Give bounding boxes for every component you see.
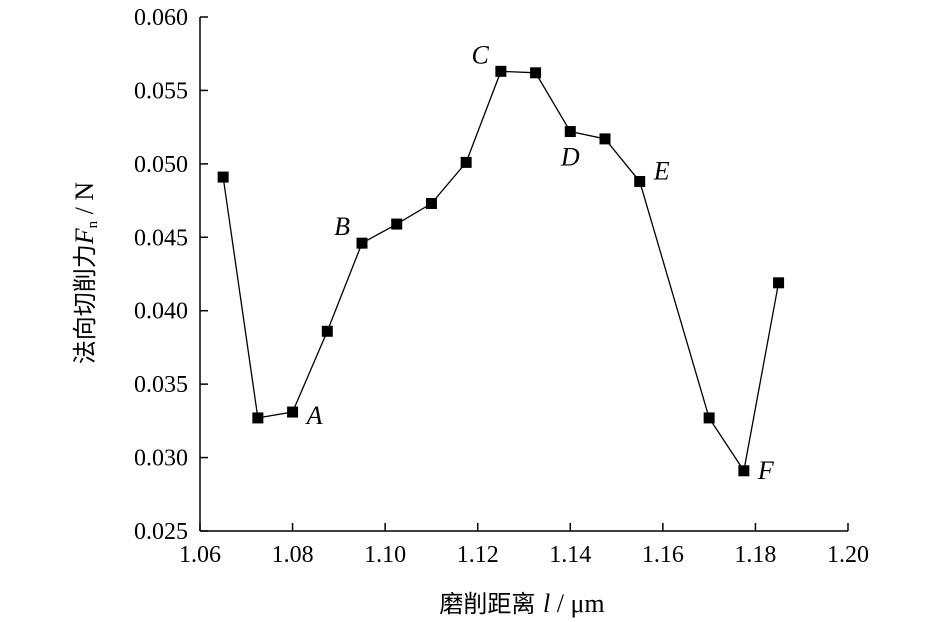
y-tick-label: 0.030 [134,446,188,472]
data-point-marker [495,65,507,77]
data-point-marker [703,412,715,424]
data-point-marker [287,406,299,418]
point-annotation-a: A [305,401,323,430]
x-tick-label: 1.16 [642,542,684,568]
x-tick-label: 1.08 [272,542,314,568]
annotation-layer: A B C D E F [305,40,775,484]
data-point-marker [564,126,576,138]
point-annotation-f: F [757,456,775,485]
data-point-marker [599,133,611,145]
y-tick-label: 0.060 [134,5,188,31]
data-point-marker [773,277,785,289]
y-axis-label-prefix: 法向切削力 [71,244,99,364]
y-tick-label: 0.025 [134,519,188,545]
y-tick-label: 0.050 [134,152,188,178]
data-point-marker [321,325,333,337]
point-annotation-d: D [560,143,580,172]
y-tick-label: 0.045 [134,225,188,251]
y-axis-label: 法向切削力Fn / N [70,182,101,365]
y-tick-label: 0.055 [134,78,188,104]
x-tick-label: 1.06 [179,542,221,568]
data-point-marker [634,175,646,187]
x-tick-label: 1.18 [734,542,776,568]
x-tick-label: 1.20 [827,542,869,568]
data-point-marker [460,156,472,168]
point-annotation-e: E [653,156,670,185]
point-annotation-b: B [334,212,350,241]
series-layer [217,65,785,477]
point-annotation-c: C [472,40,490,69]
y-tick-label: 0.035 [134,372,188,398]
data-point-marker [738,465,750,477]
x-tick-label: 1.14 [549,542,591,568]
data-point-marker [425,198,437,210]
y-axis-label-unit: / N [70,182,99,221]
series-line [222,70,780,473]
y-axis-label-variable: F [70,227,99,245]
data-point-marker [391,218,403,230]
x-tick-label: 1.12 [457,542,499,568]
data-point-marker [356,237,368,249]
x-axis-label-prefix: 磨削距离 [439,590,543,618]
axes: 0.025 0.030 0.035 0.040 0.045 0.050 0.055 0.060… [134,5,869,568]
data-point-marker [530,67,542,79]
x-axis-label: 磨削距离 l / μm [439,589,604,618]
y-tick-label: 0.040 [134,299,188,325]
x-axis-label-unit: / μm [550,589,604,618]
y-axis-label-subscript: n [85,220,101,228]
data-point-marker [252,412,264,424]
x-tick-label: 1.10 [364,542,406,568]
data-point-marker [217,171,229,183]
x-axis-label-variable: l [543,589,550,618]
